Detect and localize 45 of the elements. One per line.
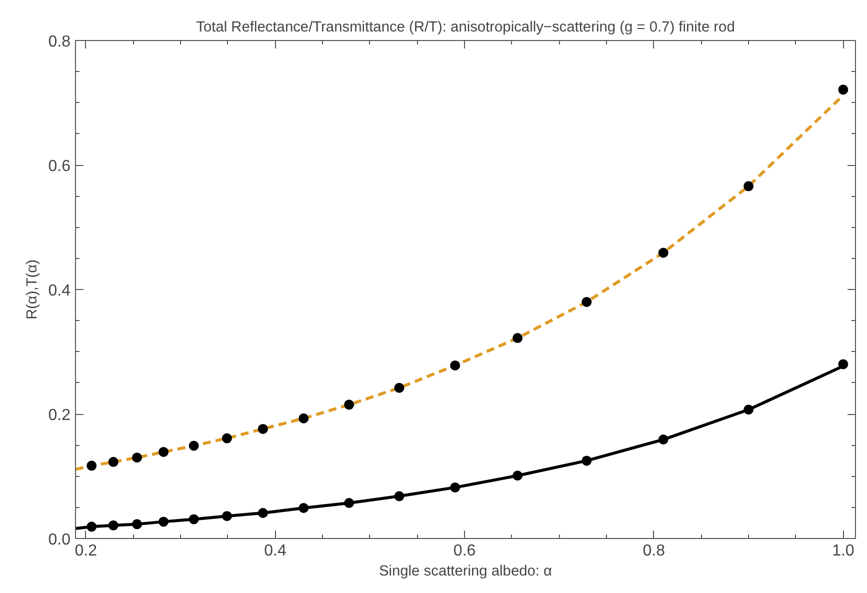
y-tick-label: 0.0 xyxy=(48,532,71,548)
point xyxy=(658,248,668,258)
chart-title: Total Reflectance/Transmittance (R/T): anisotropically−scattering (g = 0.7) finite rod xyxy=(196,20,735,36)
point xyxy=(86,522,97,532)
point xyxy=(344,498,354,508)
point xyxy=(222,511,232,522)
point xyxy=(394,382,404,393)
point xyxy=(108,456,118,467)
y-axis-title: R(α),T(α) xyxy=(24,259,40,320)
x-tick-label: 0.2 xyxy=(74,542,98,560)
point xyxy=(582,296,592,307)
point xyxy=(744,404,754,415)
point xyxy=(512,333,523,344)
point xyxy=(512,470,523,481)
point xyxy=(188,440,199,451)
point xyxy=(258,508,268,518)
point xyxy=(450,360,460,370)
point xyxy=(158,516,169,527)
y-tick-label: 0.4 xyxy=(48,282,71,300)
point xyxy=(86,460,97,471)
point xyxy=(450,482,460,492)
x-tick-label: 0.6 xyxy=(453,542,476,560)
point xyxy=(298,503,309,513)
point xyxy=(298,413,309,424)
point xyxy=(582,456,592,466)
point xyxy=(658,434,668,445)
y-tick-label: 0.8 xyxy=(48,34,71,50)
x-axis-title: Single scattering albedo: α xyxy=(378,564,553,580)
x-tick-label: 0.4 xyxy=(264,542,286,560)
point xyxy=(132,452,142,463)
point xyxy=(132,519,142,530)
point xyxy=(258,424,268,434)
point xyxy=(188,514,199,524)
point xyxy=(838,359,848,370)
x-tick-label: 1.0 xyxy=(832,542,854,560)
point xyxy=(344,400,354,410)
x-tick-label: 0.8 xyxy=(642,542,666,560)
point xyxy=(838,84,848,95)
y-tick-label: 0.6 xyxy=(48,158,71,175)
y-tick-label: 0.2 xyxy=(48,407,71,424)
point xyxy=(108,520,118,530)
point xyxy=(394,491,404,502)
point xyxy=(158,446,169,457)
point xyxy=(222,433,232,444)
point xyxy=(744,181,754,192)
